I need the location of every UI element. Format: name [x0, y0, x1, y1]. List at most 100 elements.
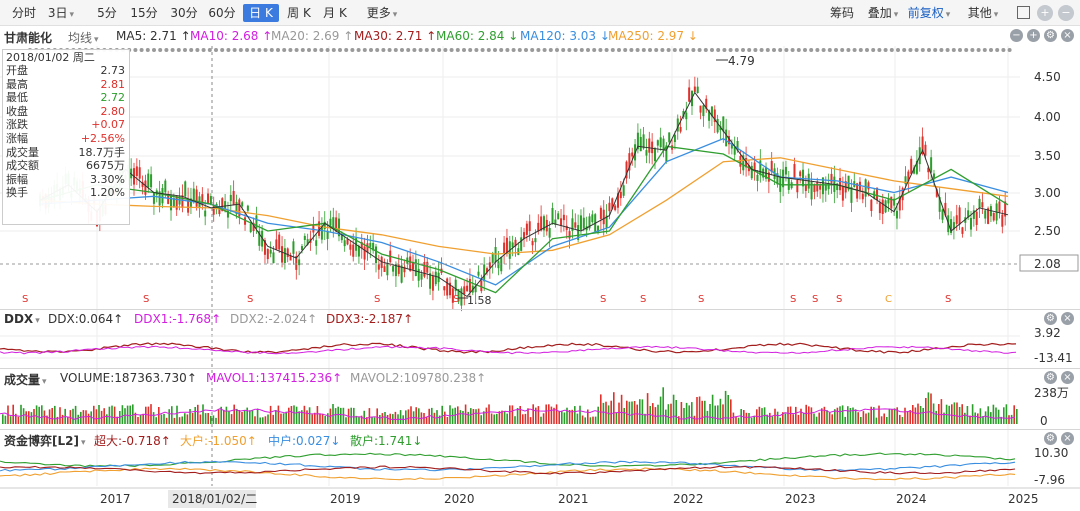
ma-line-ma120 — [40, 137, 1009, 286]
candle-body — [164, 180, 167, 193]
volume-bar — [732, 412, 735, 424]
candle-body — [921, 136, 924, 155]
price-tick: 3.00 — [1034, 186, 1061, 200]
volume-bar — [691, 402, 693, 424]
period-tab-30min[interactable]: 30分 — [170, 6, 198, 20]
volume-bar — [878, 405, 880, 424]
event-dot — [480, 48, 485, 52]
close-icon[interactable]: × — [1061, 432, 1074, 445]
info-label: 成交量 — [6, 145, 39, 159]
candle-body — [252, 222, 255, 231]
volume-bar — [670, 403, 672, 424]
candle-body — [631, 152, 634, 157]
candle-body — [488, 262, 491, 268]
event-dot — [902, 48, 907, 52]
chips-button[interactable]: 筹码 — [829, 6, 854, 20]
grid-layout-icon[interactable] — [1017, 6, 1030, 19]
adjust-mode-label: 前复权 — [907, 6, 944, 20]
volume-bar — [545, 404, 547, 424]
volume-bar — [46, 415, 48, 424]
volume-bar — [262, 417, 264, 424]
minimize-icon[interactable]: − — [1010, 29, 1023, 42]
gear-icon[interactable]: ⚙ — [1044, 29, 1057, 42]
candle-body — [500, 256, 503, 272]
candle-body — [486, 268, 489, 273]
period-tab-daily[interactable]: 日 K — [243, 4, 279, 22]
candle-body — [955, 215, 958, 224]
event-dot — [920, 48, 925, 52]
volume-bar — [48, 409, 51, 424]
candle-body — [212, 206, 215, 215]
candle-body — [938, 197, 941, 212]
ma-type-selector[interactable]: 均线 ▾ — [68, 29, 99, 46]
info-date: 2018/01/02 周二 — [6, 51, 95, 64]
candle-body — [759, 160, 762, 176]
gear-icon[interactable]: ⚙ — [1044, 432, 1057, 445]
event-dot — [579, 48, 584, 52]
volume-bar — [886, 417, 888, 424]
adjust-mode-button[interactable]: 前复权 ▾ — [904, 4, 954, 22]
volume-bar — [797, 414, 800, 424]
overlay-button[interactable]: 叠加 ▾ — [866, 4, 900, 22]
period-tab-5min[interactable]: 5分 — [97, 6, 117, 20]
volume-bar — [987, 406, 989, 424]
close-icon[interactable]: × — [1061, 29, 1074, 42]
more-periods-button[interactable]: 更多 ▾ — [360, 4, 404, 22]
event-dot — [313, 48, 318, 52]
price-tag-label: 2.08 — [1034, 257, 1061, 271]
candle-body — [582, 217, 585, 229]
volume-bar — [498, 411, 501, 424]
volume-bar — [134, 412, 137, 424]
close-icon[interactable]: × — [1061, 371, 1074, 384]
volume-bar — [74, 405, 77, 424]
candle-body — [360, 242, 363, 249]
gear-icon[interactable]: ⚙ — [1044, 312, 1057, 325]
period-tab-1min[interactable]: 分时 — [11, 6, 36, 20]
gear-icon[interactable]: ⚙ — [1044, 371, 1057, 384]
fund-axis-bottom: -7.96 — [1034, 473, 1065, 487]
volume-bar — [142, 413, 144, 424]
volume-bar — [236, 408, 238, 424]
candle-body — [796, 180, 799, 193]
zoom-out-icon[interactable]: − — [1058, 5, 1074, 21]
volume-bar — [662, 387, 664, 424]
volume-bar — [620, 394, 623, 424]
candle-body — [306, 239, 309, 245]
period-tab-3day[interactable]: 3日 ▾ — [46, 4, 76, 22]
period-tab-60min[interactable]: 60分 — [208, 6, 236, 20]
volume-bar — [990, 412, 992, 424]
event-dot — [666, 48, 671, 52]
volume-bar — [358, 417, 360, 424]
volume-bar — [912, 405, 914, 424]
candle-body — [930, 157, 933, 173]
candle-body — [793, 164, 796, 178]
period-tab-monthly[interactable]: 月 K — [323, 6, 347, 20]
candle-body — [181, 195, 184, 208]
info-value: +2.56% — [80, 131, 125, 145]
candle-body — [745, 157, 748, 168]
volume-bar — [558, 411, 560, 424]
other-button[interactable]: 其他 ▾ — [962, 4, 1004, 22]
period-tab-15min[interactable]: 15分 — [130, 6, 158, 20]
ddx-title: DDX ▾ — [4, 312, 40, 326]
info-label: 成交额 — [6, 159, 39, 173]
period-tab-weekly[interactable]: 周 K — [287, 6, 311, 20]
close-icon[interactable]: × — [1061, 312, 1074, 325]
candle-body — [352, 244, 355, 257]
candle-body — [286, 248, 289, 258]
volume-bar — [490, 413, 493, 424]
candle-body — [668, 132, 671, 143]
event-dot — [716, 48, 721, 52]
volume-bar — [719, 398, 722, 424]
event-dot — [431, 48, 435, 52]
volume-bar — [589, 417, 592, 424]
event-dot — [834, 48, 838, 52]
add-icon[interactable]: + — [1027, 29, 1040, 42]
zoom-in-icon[interactable]: + — [1037, 5, 1053, 21]
volume-bar — [982, 416, 984, 424]
volume-bar — [576, 413, 579, 424]
candle-body — [679, 126, 682, 132]
candle-body — [699, 105, 702, 113]
candle-body — [651, 141, 654, 154]
